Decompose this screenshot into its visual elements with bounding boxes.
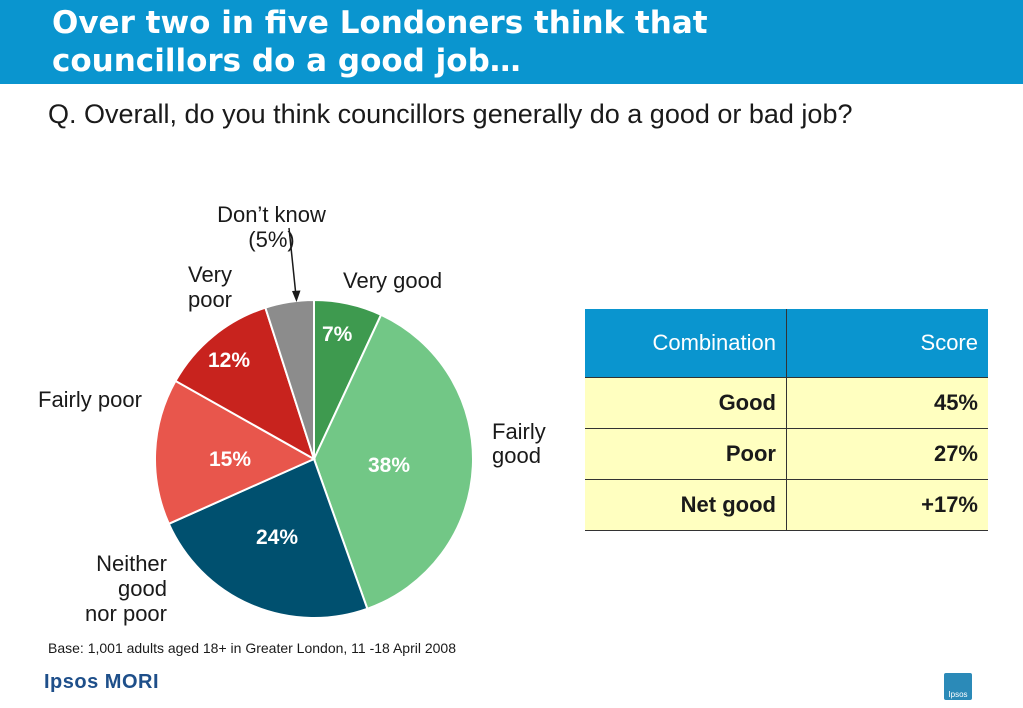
pie-slice-fairly-good bbox=[312, 313, 474, 611]
table-cell-name: Good bbox=[585, 377, 787, 429]
label-very-poor-line1: Very bbox=[187, 262, 233, 287]
table-cell-name: Poor bbox=[585, 428, 787, 480]
table-header-combination: Combination bbox=[585, 309, 787, 378]
label-fairly-good-line1: Fairly bbox=[492, 419, 546, 444]
label-very-poor-line2: poor bbox=[187, 287, 233, 312]
table-row: Poor 27% bbox=[585, 428, 988, 480]
table-header-row: Combination Score bbox=[585, 309, 988, 378]
table-row: Good 45% bbox=[585, 377, 988, 429]
label-very-good: Very good bbox=[343, 268, 443, 293]
label-fairly-good-line2: good bbox=[492, 443, 541, 468]
table-cell-score: 27% bbox=[786, 428, 988, 480]
pie-slice-fairly-poor bbox=[154, 379, 317, 526]
pie-slice-neither-good-nor-poor bbox=[167, 457, 369, 619]
ipsos-badge-logo: Ipsos bbox=[944, 673, 972, 700]
dont-know-leader-line bbox=[288, 227, 297, 297]
pct-fairly-good: 38% bbox=[368, 454, 411, 477]
table-cell-score: +17% bbox=[786, 479, 988, 531]
pie-slice-don-t-know bbox=[264, 298, 315, 460]
base-note: Base: 1,001 adults aged 18+ in Greater L… bbox=[48, 640, 456, 656]
label-dont-know-line1: Don’t know bbox=[217, 202, 326, 227]
dont-know-arrowhead bbox=[292, 290, 301, 302]
label-fairly-poor: Fairly poor bbox=[38, 387, 142, 412]
title-line-2: councillors do a good job… bbox=[52, 43, 521, 79]
page-title: Over two in five Londoners think that co… bbox=[52, 4, 812, 80]
label-dont-know-line2: (5%) bbox=[248, 227, 295, 252]
ipsos-mori-logo: Ipsos MORI bbox=[44, 671, 160, 693]
label-neither-line2: good bbox=[118, 576, 167, 601]
table-cell-name: Net good bbox=[585, 479, 787, 531]
pct-very-good: 7% bbox=[322, 323, 353, 346]
pct-very-poor: 12% bbox=[208, 349, 251, 372]
combination-table: Combination Score Good 45% Poor 27% Net … bbox=[585, 309, 988, 531]
label-neither-line3: nor poor bbox=[85, 601, 167, 626]
pie-slice-very-poor bbox=[174, 306, 316, 462]
pct-fairly-poor: 15% bbox=[209, 448, 252, 471]
pct-neither: 24% bbox=[256, 526, 299, 549]
table-header-score: Score bbox=[786, 309, 988, 378]
table-row: Net good +17% bbox=[585, 479, 988, 531]
table-cell-score: 45% bbox=[786, 377, 988, 429]
question-text: Q. Overall, do you think councillors gen… bbox=[48, 99, 853, 129]
label-neither-line1: Neither bbox=[96, 551, 167, 576]
title-banner: Over two in five Londoners think that co… bbox=[0, 0, 1023, 84]
title-line-1: Over two in five Londoners think that bbox=[52, 5, 708, 41]
